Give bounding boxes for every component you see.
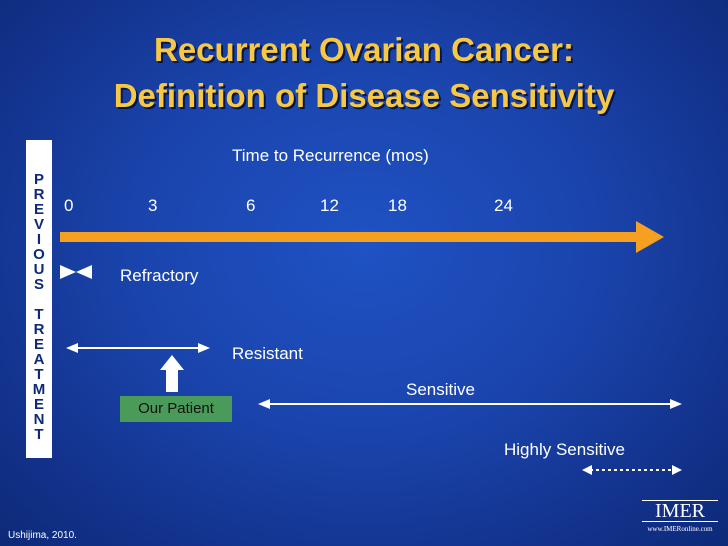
sidebar-letter: N xyxy=(33,411,45,428)
citation: Ushijima, 2010. xyxy=(8,530,77,541)
refractory-label: Refractory xyxy=(120,266,199,285)
tick-label: 6 xyxy=(246,196,256,215)
sidebar-letter: E xyxy=(33,396,44,413)
logo-url: www.IMERonline.com xyxy=(647,525,713,533)
sidebar-letter: R xyxy=(33,321,45,338)
resistant-label: Resistant xyxy=(232,344,303,363)
sidebar-letter: T xyxy=(34,426,44,443)
sidebar-letter: S xyxy=(33,276,44,293)
refractory-marker xyxy=(60,265,92,279)
tick-label: 18 xyxy=(388,196,407,215)
highly-sensitive-label: Highly Sensitive xyxy=(504,440,625,459)
slide-title-line-2: Definition of Disease Sensitivity xyxy=(113,77,615,114)
highly-sensitive-range-arrow xyxy=(582,465,682,475)
tick-label: 3 xyxy=(148,196,158,215)
sidebar-letter: V xyxy=(33,216,44,233)
sidebar-letter: O xyxy=(33,246,45,263)
tick-label: 12 xyxy=(320,196,339,215)
sidebar-letter: E xyxy=(33,336,44,353)
axis-title: Time to Recurrence (mos) xyxy=(232,146,429,165)
sidebar-letter: U xyxy=(33,261,45,278)
tick-label: 24 xyxy=(494,196,513,215)
sidebar-letter: I xyxy=(36,231,42,248)
resistant-range-arrow xyxy=(66,343,210,353)
previous-treatment-bar xyxy=(26,140,52,458)
sensitive-range-arrow xyxy=(258,399,682,409)
sidebar-letter: A xyxy=(33,351,45,368)
sidebar-letter: R xyxy=(33,186,45,203)
patient-up-arrow xyxy=(160,355,184,392)
sensitive-label: Sensitive xyxy=(406,380,475,399)
sidebar-letter: T xyxy=(34,306,44,323)
logo-name: IMER xyxy=(642,500,718,522)
sidebar-letter: T xyxy=(34,366,44,383)
slide-title-line-1: Recurrent Ovarian Cancer: xyxy=(154,31,574,68)
our-patient-box: Our Patient xyxy=(120,396,232,422)
tick-label: 0 xyxy=(64,196,74,215)
sidebar-letter: M xyxy=(32,381,46,398)
sidebar-letter: E xyxy=(33,201,44,218)
time-arrow xyxy=(60,221,664,253)
imer-logo: IMER www.IMERonline.com xyxy=(642,500,718,540)
sidebar-letter: P xyxy=(33,171,44,188)
